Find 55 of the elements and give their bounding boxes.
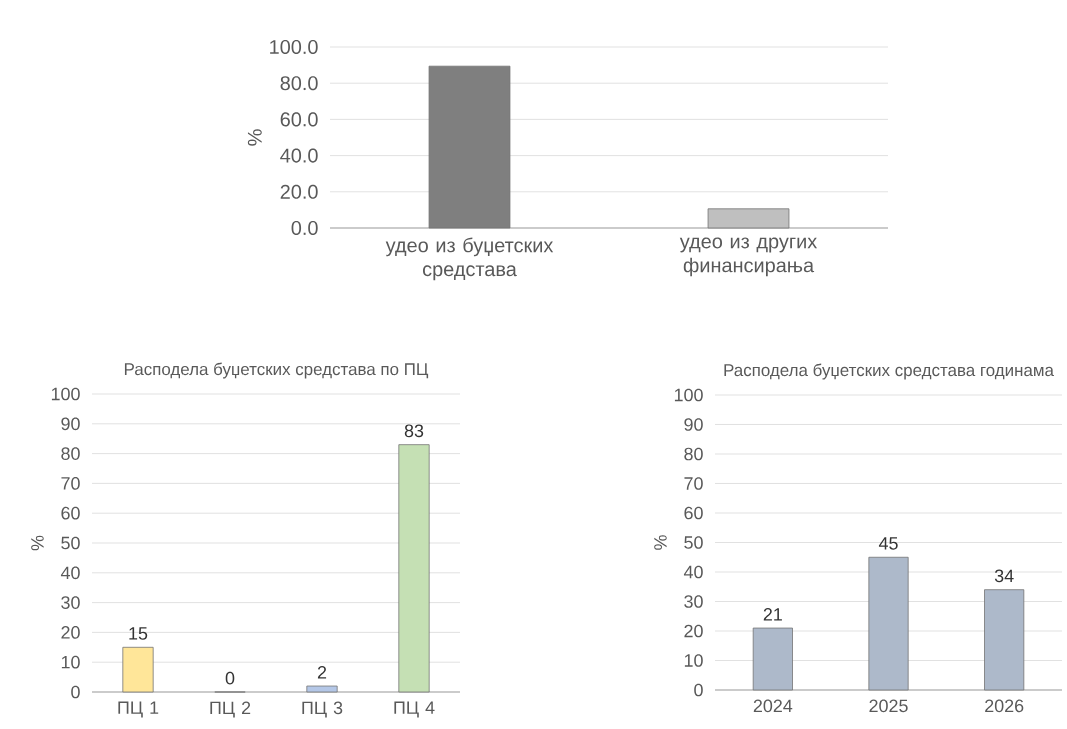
y-axis-title: % bbox=[247, 129, 262, 146]
y-tick-label: 10 bbox=[684, 654, 703, 667]
y-tick-label: 80.0 bbox=[280, 76, 318, 91]
chart-title: Расподела буџетских средстава по ПЦ bbox=[124, 362, 429, 379]
x-tick-label: 2026 bbox=[985, 699, 1024, 713]
data-label: 2 bbox=[317, 665, 327, 679]
y-tick-label: 100.0 bbox=[270, 39, 318, 55]
y-axis-title: % bbox=[31, 535, 44, 551]
y-tick-label: 90 bbox=[684, 418, 703, 431]
x-tick-label: удео из буџетских средстава bbox=[385, 237, 554, 281]
y-tick-label: 60 bbox=[61, 506, 80, 520]
y-tick-label: 20 bbox=[684, 624, 703, 638]
y-tick-label: 40 bbox=[60, 566, 80, 580]
chart-title: Расподела буџетских средстава годинама bbox=[724, 363, 1054, 380]
bar bbox=[398, 444, 430, 693]
y-tick-label: 40 bbox=[683, 565, 703, 579]
y-tick-label: 0.0 bbox=[291, 220, 318, 236]
bar bbox=[306, 685, 338, 693]
y-axis-title: % bbox=[654, 535, 667, 550]
x-tick-label: ПЦ 1 bbox=[118, 701, 159, 718]
y-tick-label: 50 bbox=[684, 536, 703, 549]
y-tick-label: 100 bbox=[674, 388, 703, 402]
data-label: 21 bbox=[763, 608, 782, 621]
x-tick-label: ПЦ 4 bbox=[394, 701, 435, 718]
y-tick-label: 40.0 bbox=[280, 148, 318, 163]
bar bbox=[984, 589, 1025, 691]
y-tick-label: 0 bbox=[71, 685, 80, 699]
x-tick-label: ПЦ 2 bbox=[210, 701, 251, 718]
y-tick-label: 60 bbox=[684, 506, 703, 520]
y-tick-label: 100 bbox=[51, 387, 80, 401]
data-label: 0 bbox=[225, 671, 235, 685]
y-tick-label: 80 bbox=[684, 447, 703, 461]
data-label: 83 bbox=[404, 424, 424, 438]
y-tick-label: 50 bbox=[61, 536, 80, 550]
y-tick-label: 10 bbox=[61, 655, 80, 669]
x-tick-label: 2025 bbox=[869, 699, 908, 713]
data-label: 34 bbox=[994, 569, 1014, 583]
y-tick-label: 70 bbox=[684, 477, 703, 490]
data-label: 45 bbox=[878, 537, 898, 550]
y-tick-label: 30 bbox=[684, 595, 703, 608]
bar bbox=[122, 646, 154, 693]
y-tick-label: 70 bbox=[61, 477, 80, 490]
x-tick-label: 2024 bbox=[753, 699, 793, 713]
bar bbox=[868, 556, 909, 691]
x-tick-label: удео из других финансирања bbox=[679, 237, 818, 277]
y-tick-label: 30 bbox=[61, 596, 80, 609]
x-tick-label: ПЦ 3 bbox=[302, 701, 343, 718]
y-tick-label: 80 bbox=[61, 447, 80, 460]
y-tick-label: 20.0 bbox=[280, 184, 318, 199]
data-label: 15 bbox=[129, 627, 148, 640]
bar bbox=[752, 627, 793, 691]
y-tick-label: 0 bbox=[694, 683, 703, 697]
y-tick-label: 60.0 bbox=[280, 112, 318, 127]
y-tick-label: 20 bbox=[61, 626, 80, 639]
y-tick-label: 90 bbox=[61, 417, 80, 431]
